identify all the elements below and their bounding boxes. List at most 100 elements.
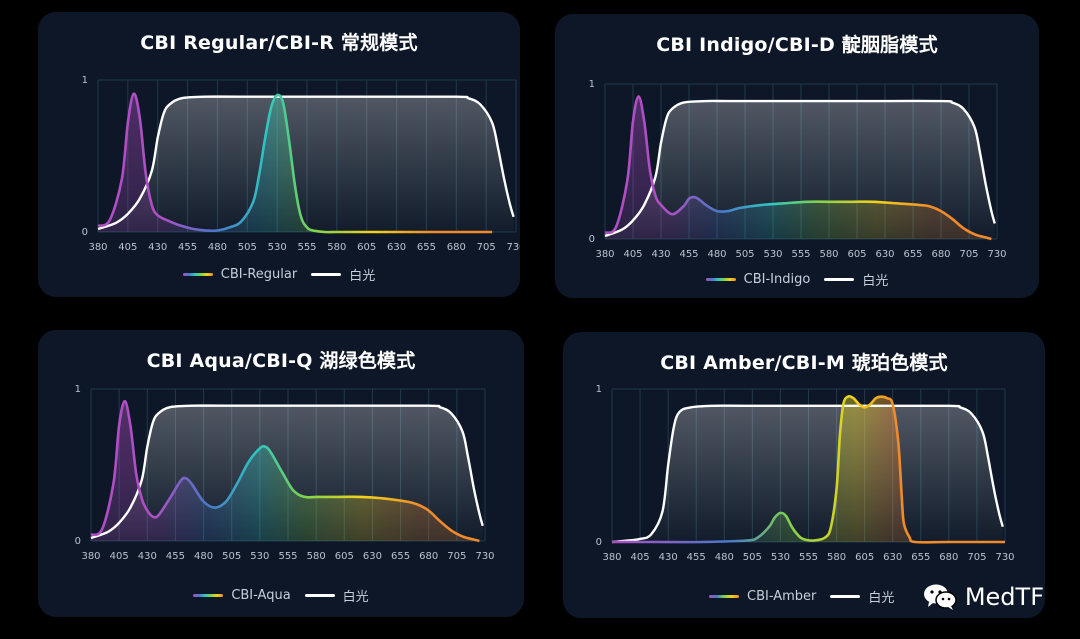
chart-panel-amber: CBI Amber/CBI-M 琥珀色模式 380 405 430 455 480 505… <box>563 332 1045 618</box>
x-tick-label: 655 <box>417 242 436 253</box>
legend-swatch <box>709 595 739 598</box>
chart-legend: CBI-Amber 白光 <box>563 587 1045 606</box>
legend-item-cbi[interactable]: CBI-Indigo <box>705 272 811 287</box>
legend-label: CBI-Indigo <box>743 272 811 287</box>
x-tick-label: 480 <box>194 551 213 562</box>
x-tick-label: 455 <box>679 249 698 260</box>
legend-item-white[interactable]: 白光 <box>304 586 369 605</box>
legend-item-white[interactable]: 白光 <box>824 270 888 289</box>
x-tick-label: 505 <box>735 249 754 260</box>
series-fill-white <box>612 405 1003 542</box>
y-tick-label: 1 <box>589 79 595 90</box>
spectrum-chart: 380 405 430 455 480 505 530 555 580 605 630 655 680 7… <box>82 75 520 253</box>
x-tick-label: 530 <box>250 551 269 562</box>
spectrum-chart: 380 405 430 455 480 505 530 555 580 605 630 655 680 7… <box>75 384 495 562</box>
y-tick-label: 0 <box>82 227 88 238</box>
y-tick-label: 1 <box>596 384 602 395</box>
x-tick-label: 630 <box>363 551 382 562</box>
x-tick-label: 680 <box>939 552 958 563</box>
chart-legend: CBI-Aqua 白光 <box>38 586 524 605</box>
x-tick-label: 505 <box>238 242 257 253</box>
legend-item-white[interactable]: 白光 <box>311 265 375 284</box>
x-tick-label: 630 <box>883 552 902 563</box>
x-tick-label: 380 <box>595 249 614 260</box>
x-tick-label: 405 <box>631 552 650 563</box>
x-tick-label: 405 <box>110 551 129 562</box>
x-tick-label: 430 <box>659 552 678 563</box>
series-fill-white <box>98 96 514 232</box>
legend-swatch <box>193 594 224 597</box>
y-tick-label: 1 <box>75 384 81 395</box>
legend-item-cbi[interactable]: CBI-Amber <box>709 589 816 604</box>
x-tick-label: 705 <box>477 242 496 253</box>
x-tick-label: 430 <box>651 249 670 260</box>
series-line-white <box>604 99 996 238</box>
x-tick-label: 380 <box>81 551 100 562</box>
legend-item-white[interactable]: 白光 <box>830 587 894 606</box>
x-tick-label: 580 <box>327 242 346 253</box>
series-line-cbi <box>611 394 1005 544</box>
spectrum-chart: 380 405 430 455 480 505 530 555 580 605 630 655 680 7… <box>596 384 1015 563</box>
x-tick-label: 455 <box>166 551 185 562</box>
legend-item-cbi[interactable]: CBI-Aqua <box>193 588 291 603</box>
x-tick-label: 505 <box>743 552 762 563</box>
series-line-white <box>90 404 484 540</box>
x-tick-label: 730 <box>475 551 494 562</box>
x-tick-label: 655 <box>903 249 922 260</box>
x-tick-label: 630 <box>387 242 406 253</box>
x-tick-label: 405 <box>118 242 137 253</box>
x-tick-label: 530 <box>771 552 790 563</box>
series-line-cbi <box>90 399 480 543</box>
chart-panel-aqua: CBI Aqua/CBI-Q 湖绿色模式 380 405 430 455 480 505 5… <box>38 330 524 617</box>
x-tick-label: 705 <box>447 551 466 562</box>
x-tick-label: 655 <box>911 552 930 563</box>
chart-panel-regular: CBI Regular/CBI-R 常规模式 380 405 430 455 480 50… <box>38 12 520 297</box>
x-tick-label: 655 <box>391 551 410 562</box>
x-tick-label: 680 <box>931 249 950 260</box>
x-tick-label: 605 <box>847 249 866 260</box>
chart-title: CBI Regular/CBI-R 常规模式 <box>140 32 418 54</box>
watermark-text: MedTF <box>964 583 1044 611</box>
x-tick-label: 530 <box>763 249 782 260</box>
x-tick-label: 580 <box>819 249 838 260</box>
x-tick-label: 705 <box>959 249 978 260</box>
legend-label: CBI-Amber <box>747 589 817 604</box>
x-tick-label: 680 <box>419 551 438 562</box>
x-tick-label: 605 <box>357 242 376 253</box>
legend-swatch <box>830 595 861 598</box>
wechat-icon <box>923 584 957 610</box>
x-tick-label: 555 <box>297 242 316 253</box>
legend-label: 白光 <box>349 269 376 284</box>
chart-title: CBI Indigo/CBI-D 靛胭脂模式 <box>656 34 938 56</box>
chart-panel-indigo: CBI Indigo/CBI-D 靛胭脂模式 380 405 430 455 480 50… <box>555 14 1039 298</box>
x-tick-label: 455 <box>687 552 706 563</box>
legend-item-cbi[interactable]: CBI-Regular <box>182 267 298 282</box>
x-tick-label: 380 <box>88 242 107 253</box>
chart-legend: CBI-Regular 白光 <box>38 265 520 284</box>
x-tick-label: 630 <box>875 249 894 260</box>
legend-label: 白光 <box>862 274 889 289</box>
x-tick-label: 730 <box>995 552 1014 563</box>
x-tick-label: 680 <box>447 242 466 253</box>
legend-swatch <box>311 273 342 276</box>
x-tick-label: 480 <box>208 242 227 253</box>
legend-swatch <box>705 278 736 281</box>
legend-swatch <box>824 278 855 281</box>
spectrum-chart: 380 405 430 455 480 505 530 555 580 605 630 655 680 7… <box>589 79 1007 260</box>
legend-label: CBI-Regular <box>220 267 298 282</box>
x-tick-label: 555 <box>791 249 810 260</box>
legend-label: 白光 <box>868 591 895 606</box>
legend-swatch <box>304 594 335 597</box>
y-tick-label: 0 <box>589 234 595 245</box>
x-tick-label: 605 <box>335 551 354 562</box>
x-tick-label: 505 <box>222 551 241 562</box>
x-tick-label: 480 <box>707 249 726 260</box>
x-tick-label: 580 <box>307 551 326 562</box>
legend-label: CBI-Aqua <box>231 588 291 603</box>
series-line-cbi <box>604 95 992 241</box>
chart-title: CBI Amber/CBI-M 琥珀色模式 <box>660 352 948 374</box>
x-tick-label: 730 <box>506 242 520 253</box>
x-tick-label: 555 <box>278 551 297 562</box>
series-line-cbi <box>97 92 493 234</box>
y-tick-label: 0 <box>596 537 602 548</box>
